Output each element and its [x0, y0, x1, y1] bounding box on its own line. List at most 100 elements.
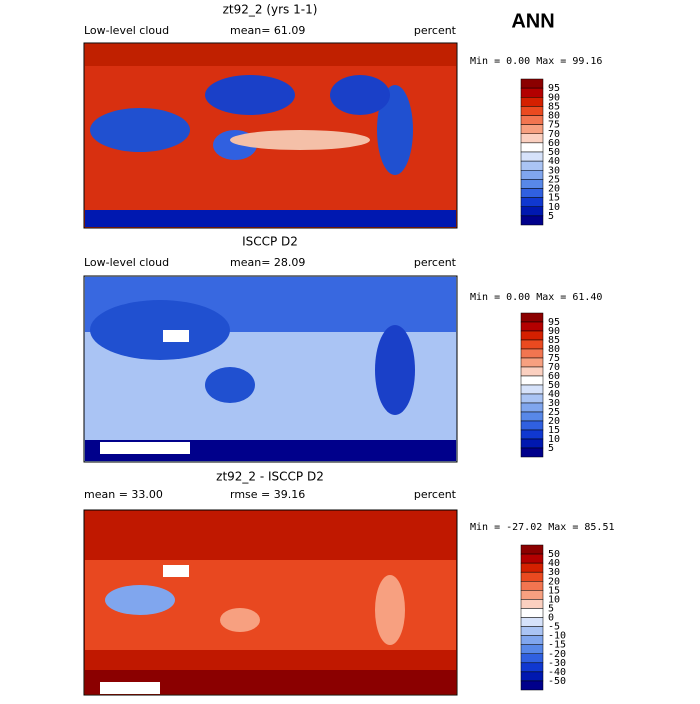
colorbar-box: [520, 188, 544, 198]
colorbar-label: 30: [548, 398, 560, 409]
colorbar-label: 20: [548, 416, 560, 427]
colorbar-label: 0: [548, 613, 554, 624]
colorbar-box: [520, 312, 544, 323]
colorbar-box: [520, 544, 544, 555]
colorbar-label: 50: [548, 147, 560, 158]
colorbar-label: 80: [548, 111, 560, 122]
map: [83, 275, 458, 463]
colorbar-box: [520, 662, 544, 673]
panel-title: zt92_2 (yrs 1-1): [223, 3, 318, 17]
colorbar-box: [520, 608, 544, 618]
panel-title: ISCCP D2: [242, 235, 298, 249]
colorbar-label: 10: [548, 202, 560, 213]
colorbar-label: 5: [548, 211, 554, 222]
colorbar-label: 85: [548, 101, 560, 112]
colorbar-box: [520, 375, 544, 386]
colorbar-label: 30: [548, 165, 560, 176]
colorbar-box: [520, 151, 544, 162]
colorbar-box: [520, 429, 544, 440]
colorbar-label: -20: [548, 649, 566, 660]
colorbar-label: 85: [548, 335, 560, 346]
field-label: mean = 33.00: [84, 488, 163, 501]
colorbar-box: [520, 447, 544, 458]
colorbar-label: -50: [548, 676, 566, 687]
colorbar-label: 95: [548, 317, 560, 328]
colorbar-label: 25: [548, 174, 560, 185]
colorbar-box: [520, 626, 544, 636]
colorbar-label: 60: [548, 371, 560, 382]
colorbar-label: 15: [548, 193, 560, 204]
colorbar-label: -5: [548, 622, 560, 633]
colorbar-box: [520, 671, 544, 682]
colorbar-box: [520, 206, 544, 217]
colorbar-box: [520, 680, 544, 691]
statistic: mean= 61.09: [230, 24, 305, 37]
min-max: Min = -27.02 Max = 85.51: [470, 522, 615, 533]
colorbar-label: 20: [548, 576, 560, 587]
colorbar-label: 30: [548, 567, 560, 578]
colorbar-box: [520, 339, 544, 350]
colorbar-label: 75: [548, 120, 560, 131]
colorbar-box: [520, 133, 544, 144]
colorbar-box: [520, 553, 544, 564]
colorbar-box: [520, 635, 544, 645]
colorbar-box: [520, 78, 544, 89]
colorbar-label: 10: [548, 434, 560, 445]
colorbar-box: [520, 142, 544, 153]
colorbar-box: [520, 562, 544, 573]
colorbar-label: 90: [548, 92, 560, 103]
colorbar-label: 50: [548, 549, 560, 560]
season: ANN: [511, 10, 554, 32]
colorbar-label: 70: [548, 129, 560, 140]
colorbar-box: [520, 438, 544, 449]
colorbar-label: 70: [548, 362, 560, 373]
colorbar-label: 10: [548, 594, 560, 605]
min-max: Min = 0.00 Max = 99.16: [470, 56, 602, 67]
colorbar-box: [520, 197, 544, 207]
colorbar-box: [520, 581, 544, 591]
units: percent: [414, 488, 457, 501]
colorbar-box: [520, 411, 544, 422]
panel-title: zt92_2 - ISCCP D2: [216, 470, 324, 484]
colorbar-label: 80: [548, 344, 560, 355]
colorbar-box: [520, 170, 544, 180]
colorbar-box: [520, 357, 544, 368]
colorbar-box: [520, 420, 544, 431]
colorbar-box: [520, 571, 544, 582]
colorbar-box: [520, 115, 544, 125]
colorbar-label: 5: [548, 443, 554, 454]
colorbar-box: [520, 617, 544, 627]
colorbar-box: [520, 348, 544, 359]
colorbar-box: [520, 160, 544, 171]
colorbar-label: 95: [548, 83, 560, 94]
colorbar-box: [520, 590, 544, 600]
colorbar-label: 5: [548, 603, 554, 614]
colorbar-box: [520, 653, 544, 664]
colorbar-label: -40: [548, 667, 566, 678]
colorbar-box: [520, 402, 544, 413]
map: [83, 509, 458, 696]
colorbar-box: [520, 87, 544, 98]
colorbar-label: 40: [548, 558, 560, 569]
units: percent: [414, 24, 457, 37]
units: percent: [414, 256, 457, 269]
colorbar-box: [520, 321, 544, 332]
colorbar-box: [520, 393, 544, 404]
colorbar-label: 60: [548, 138, 560, 149]
field-label: Low-level cloud: [84, 256, 169, 269]
colorbar-box: [520, 179, 544, 189]
colorbar-label: -10: [548, 631, 566, 642]
colorbar-label: 75: [548, 353, 560, 364]
colorbar-label: 40: [548, 156, 560, 167]
colorbar-box: [520, 384, 544, 395]
min-max: Min = 0.00 Max = 61.40: [470, 292, 602, 303]
colorbar-box: [520, 599, 544, 609]
colorbar-label: 25: [548, 407, 560, 418]
colorbar-label: 90: [548, 326, 560, 337]
field-label: Low-level cloud: [84, 24, 169, 37]
colorbar-label: -15: [548, 640, 566, 651]
colorbar-box: [520, 644, 544, 654]
statistic: rmse = 39.16: [230, 488, 305, 501]
